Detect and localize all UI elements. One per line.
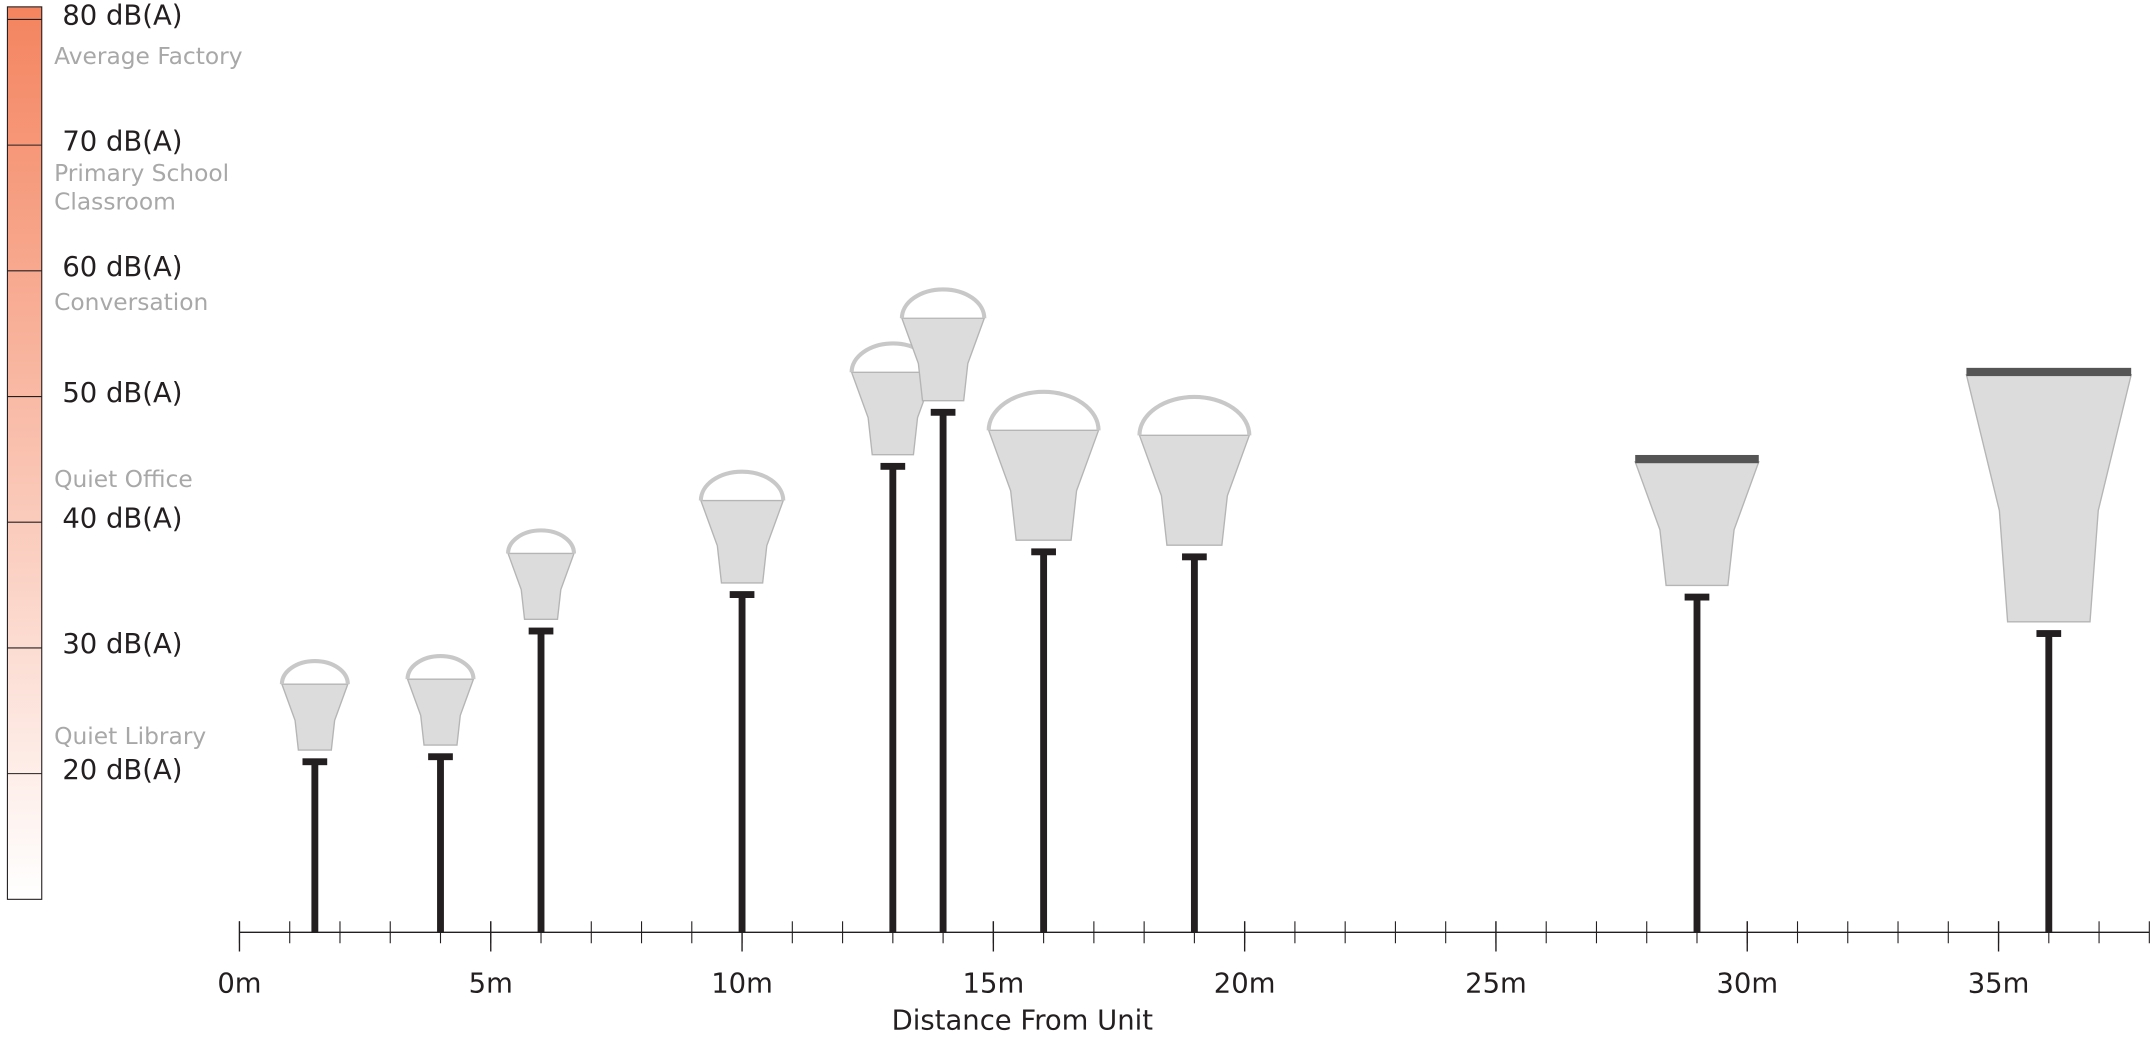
unit-image bbox=[280, 683, 349, 751]
unit-image bbox=[406, 678, 475, 746]
annotation: Conversation bbox=[54, 288, 208, 316]
unit-lid bbox=[1635, 454, 1759, 464]
unit-handle bbox=[506, 528, 577, 554]
stalk bbox=[939, 411, 947, 933]
stalk-cap bbox=[2036, 630, 2062, 637]
stalk bbox=[437, 756, 444, 933]
stalk bbox=[889, 465, 897, 933]
stalk bbox=[2045, 632, 2053, 933]
annotation: Quiet Office bbox=[54, 465, 193, 493]
stalk bbox=[311, 761, 319, 933]
annotation: Average Factory bbox=[54, 42, 243, 70]
x-tick-label: 5m bbox=[469, 968, 513, 999]
y-tick-label: 30 dB(A) bbox=[62, 629, 182, 660]
unit-image bbox=[900, 317, 986, 402]
stalk bbox=[537, 630, 545, 933]
unit-image bbox=[507, 552, 575, 621]
stalk-cap bbox=[528, 627, 554, 635]
unit-handle bbox=[405, 654, 476, 680]
stalk-cap bbox=[428, 753, 453, 761]
stalk-cap bbox=[1684, 593, 1710, 601]
db-scale-bar bbox=[6, 6, 43, 900]
x-axis-label: Distance From Unit bbox=[892, 1006, 1154, 1037]
unit-handle bbox=[279, 659, 350, 685]
x-tick-label: 0m bbox=[217, 968, 261, 999]
x-tick-label: 15m bbox=[963, 968, 1025, 999]
unit-image bbox=[987, 429, 1100, 541]
y-tick-label: 20 dB(A) bbox=[62, 755, 182, 786]
y-tick-label: 50 dB(A) bbox=[62, 378, 182, 409]
stalk bbox=[738, 593, 746, 933]
x-tick-label: 35m bbox=[1968, 968, 2030, 999]
x-tick-label: 25m bbox=[1465, 968, 1527, 999]
annotation: Quiet Library bbox=[54, 722, 206, 750]
stalk-cap bbox=[930, 408, 956, 416]
y-tick-label: 80 dB(A) bbox=[62, 1, 182, 32]
y-tick-label: 60 dB(A) bbox=[62, 252, 182, 283]
stalk bbox=[1190, 556, 1198, 933]
annotation: Primary School bbox=[54, 159, 229, 187]
stalk bbox=[1693, 596, 1701, 933]
stalk-cap bbox=[302, 758, 328, 766]
unit-image bbox=[1634, 461, 1760, 587]
stalk-cap bbox=[880, 462, 906, 470]
stalk-cap bbox=[729, 591, 755, 598]
stalk-cap bbox=[1031, 548, 1056, 556]
unit-image bbox=[699, 499, 785, 584]
unit-lid bbox=[1966, 367, 2132, 377]
y-tick-label: 40 dB(A) bbox=[62, 503, 182, 534]
annotation: Classroom bbox=[54, 188, 176, 216]
stalk bbox=[1040, 551, 1048, 933]
unit-handle bbox=[1137, 394, 1252, 436]
x-tick-label: 10m bbox=[711, 968, 773, 999]
unit-image bbox=[1138, 434, 1251, 546]
x-tick-label: 20m bbox=[1214, 968, 1276, 999]
x-tick-label: 30m bbox=[1716, 968, 1778, 999]
unit-handle bbox=[698, 469, 786, 501]
unit-handle bbox=[899, 287, 987, 319]
unit-image bbox=[1965, 374, 2133, 623]
stalk-cap bbox=[1182, 553, 1207, 561]
unit-handle bbox=[986, 389, 1101, 431]
y-tick-label: 70 dB(A) bbox=[62, 126, 182, 157]
